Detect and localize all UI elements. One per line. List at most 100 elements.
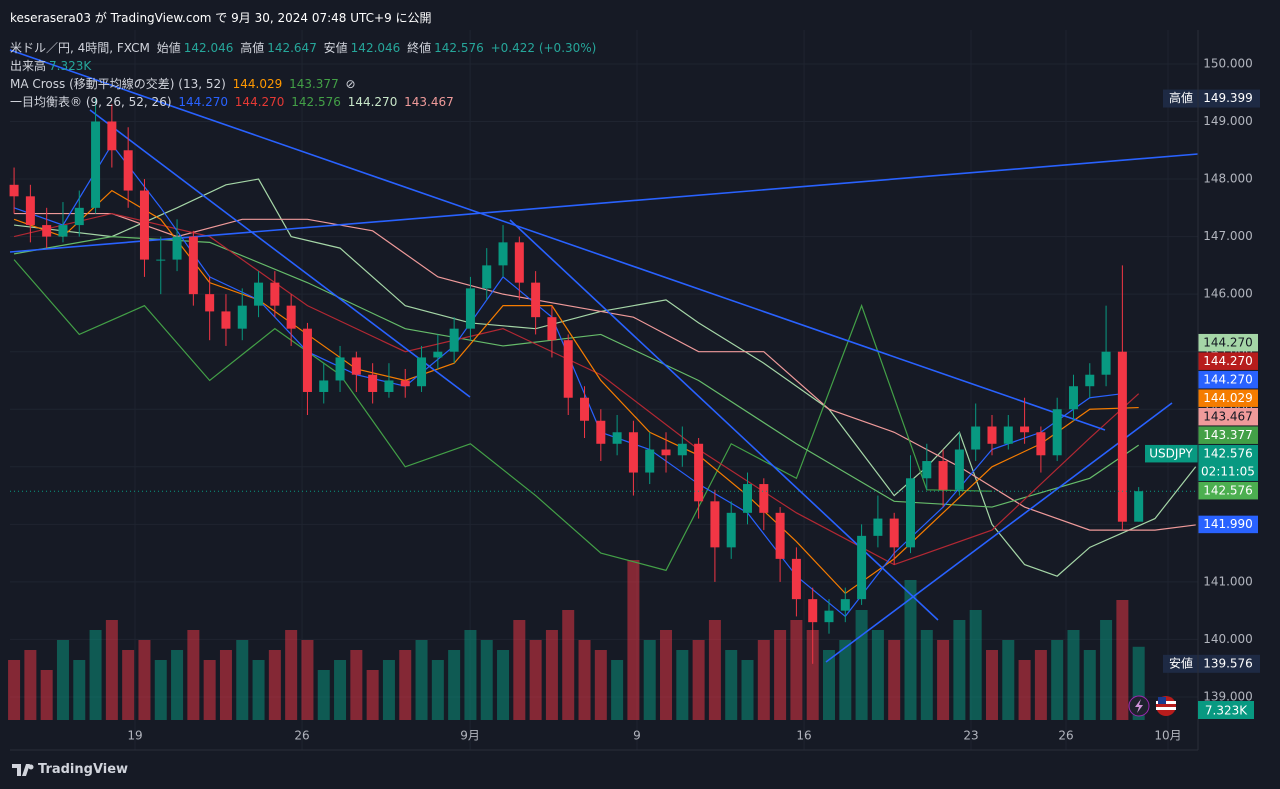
- candle-body: [91, 121, 101, 208]
- volume-bar: [627, 560, 640, 720]
- volume-bar: [382, 660, 395, 720]
- volume-bar: [219, 650, 232, 720]
- volume-bar: [317, 670, 330, 720]
- volume-bar: [203, 660, 216, 720]
- extreme-prefix: 安値: [1169, 655, 1193, 670]
- icon[interactable]: ⊘: [345, 77, 356, 91]
- volume-bar: [138, 640, 151, 720]
- volume-bar: [415, 640, 428, 720]
- volume-bar: [545, 630, 558, 720]
- candle-body: [498, 242, 508, 266]
- indicator-line: [13, 189, 1139, 595]
- trend-line[interactable]: [9, 153, 1199, 253]
- candle-body: [237, 305, 247, 329]
- candle-body: [531, 282, 541, 318]
- volume-bar: [1051, 640, 1064, 720]
- indicator-line: [13, 143, 1123, 618]
- value: 144.270: [178, 95, 228, 109]
- candle-body: [547, 317, 557, 341]
- candle-body: [938, 461, 948, 490]
- label: 安値: [323, 41, 348, 55]
- trend-line[interactable]: [9, 49, 1106, 431]
- volume-bar: [855, 610, 868, 720]
- volume-bar: [790, 620, 803, 720]
- price-tag: [1198, 444, 1258, 481]
- y-tick-label: 149.000: [1203, 114, 1253, 128]
- volume-bar: [741, 660, 754, 720]
- trend-line[interactable]: [89, 109, 471, 398]
- countdown: 02:11:05: [1201, 464, 1255, 478]
- volume-bar: [154, 660, 167, 720]
- brand[interactable]: TradingView: [38, 762, 129, 777]
- label[interactable]: 一目均衡表® (9, 26, 52, 26): [10, 95, 172, 109]
- flag-stripe: [1156, 707, 1176, 710]
- volume-bar: [187, 630, 200, 720]
- volume-bar: [350, 650, 363, 720]
- label[interactable]: MA Cross (移動平均線の交差) (13, 52): [10, 77, 226, 91]
- volume-bar: [937, 640, 950, 720]
- candle-body: [710, 501, 720, 548]
- candle-body: [971, 426, 981, 450]
- volume-bar: [285, 630, 298, 720]
- candle-body: [351, 357, 361, 375]
- candle-body: [417, 357, 427, 387]
- x-tick-label: 19: [127, 729, 142, 743]
- candles: [9, 98, 1198, 664]
- x-tick-label: 26: [1058, 729, 1073, 743]
- candle-body: [1020, 426, 1030, 433]
- candle-body: [221, 311, 231, 329]
- price-tag-text: 144.029: [1203, 391, 1253, 405]
- candle-body: [922, 461, 932, 479]
- volume-bar: [40, 670, 53, 720]
- x-tick-label: 9月: [460, 729, 480, 743]
- candle-body: [1003, 426, 1013, 444]
- y-tick-label: 139.000: [1203, 689, 1253, 703]
- label[interactable]: 出来高: [10, 59, 47, 73]
- indicator-lines: [13, 143, 1197, 618]
- symbol[interactable]: 米ドル／円, 4時間, FXCM: [10, 41, 150, 55]
- price-tag: [1198, 333, 1258, 352]
- y-tick-label: 146.000: [1203, 287, 1253, 301]
- candle-body: [645, 449, 655, 473]
- candle-body: [514, 242, 524, 283]
- volume-bar: [73, 660, 86, 720]
- extreme-value: 149.399: [1203, 91, 1253, 105]
- volume-bar: [1116, 600, 1129, 720]
- candle-body: [400, 380, 410, 387]
- pane: [10, 30, 1198, 750]
- legend-ma: MA Cross (移動平均線の交差) (13, 52) 144.029 143…: [10, 75, 359, 92]
- trend-line[interactable]: [825, 402, 1173, 663]
- price-tag-text: 142.576: [1203, 483, 1253, 497]
- candle-body: [1085, 374, 1095, 387]
- volume-bar: [1002, 640, 1015, 720]
- price-tag-text: 144.270: [1203, 335, 1253, 349]
- volume-bar: [448, 650, 461, 720]
- volume-bar: [871, 630, 884, 720]
- volume-bar: [366, 670, 379, 720]
- volume-bar: [301, 640, 314, 720]
- candle-body: [335, 357, 345, 381]
- price-tag-text: 141.990: [1203, 517, 1253, 531]
- candle-body: [58, 225, 68, 237]
- price-tag-text: 143.467: [1203, 409, 1253, 423]
- price-tag: [1198, 515, 1258, 534]
- indicator-line: [14, 212, 1196, 531]
- value: 142.046: [183, 41, 234, 55]
- candle-body: [42, 225, 52, 237]
- volume-bar: [594, 650, 607, 720]
- label: 高値: [240, 41, 265, 55]
- trend-line[interactable]: [509, 219, 939, 621]
- candle-body: [775, 512, 785, 559]
- volume-bar: [1067, 630, 1080, 720]
- candle-body: [156, 259, 166, 261]
- flag-canton: [1158, 697, 1166, 704]
- x-tick-label: 9: [633, 729, 641, 743]
- volume-bar: [562, 610, 575, 720]
- candle-body: [759, 484, 769, 513]
- candle-body: [612, 432, 622, 444]
- candle-body: [123, 150, 133, 191]
- candle-body: [808, 599, 818, 623]
- price-tag-text: 144.270: [1203, 354, 1253, 368]
- value: 143.467: [404, 95, 454, 109]
- volume-bar: [236, 640, 249, 720]
